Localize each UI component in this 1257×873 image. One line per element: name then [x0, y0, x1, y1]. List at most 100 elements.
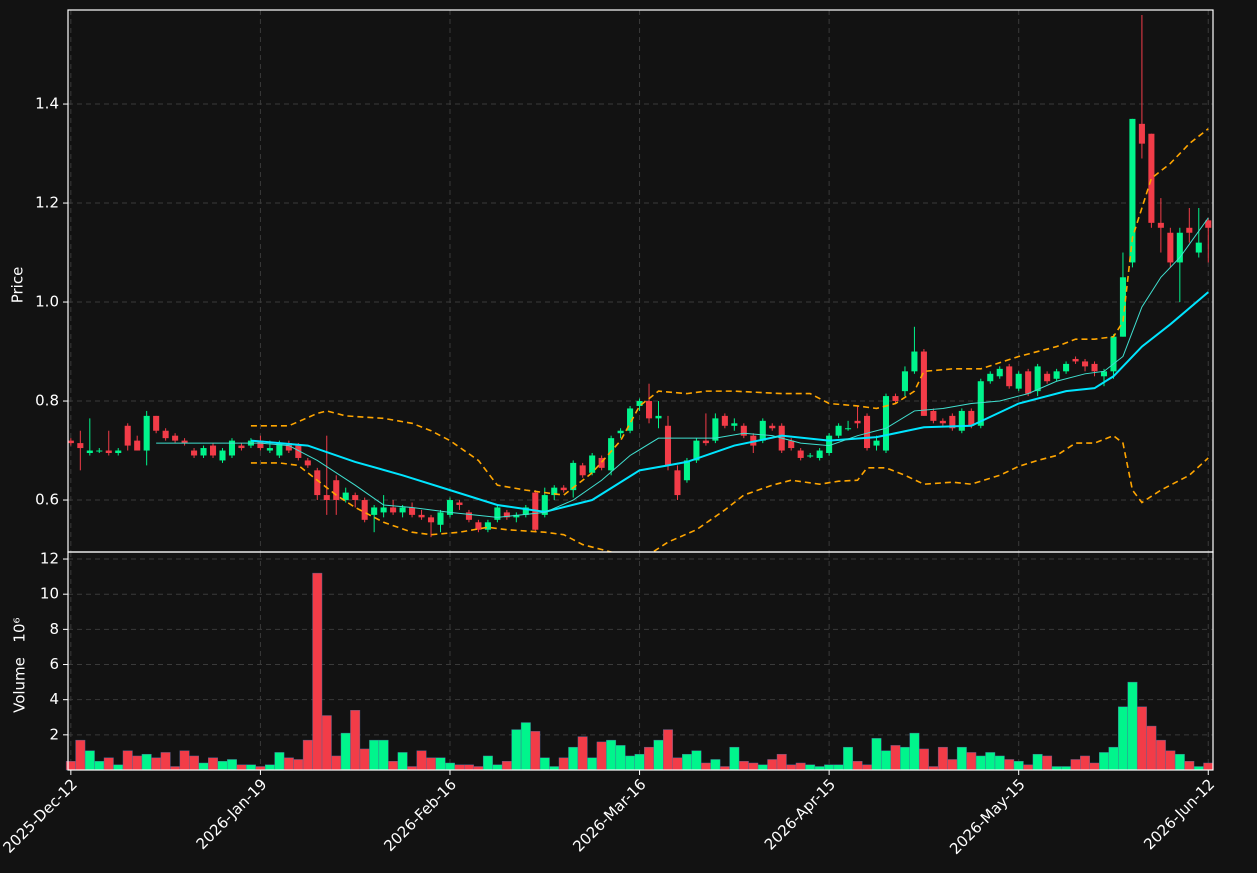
candle-body: [323, 495, 330, 501]
candle-body: [522, 507, 529, 515]
volume-bar: [464, 764, 474, 771]
volume-bar: [1013, 761, 1024, 771]
candle-body: [589, 455, 596, 473]
volume-bar: [94, 761, 105, 771]
candle-body: [484, 522, 491, 530]
y-tick-label: 1.4: [35, 95, 59, 113]
volume-bar: [388, 761, 399, 771]
candle-body: [1195, 242, 1202, 253]
volume-bar: [767, 759, 778, 771]
candle-body: [200, 448, 207, 456]
indicator-line: [250, 291, 1209, 513]
candle-body: [1044, 373, 1051, 382]
candle-body: [68, 440, 74, 444]
candle-body: [1091, 363, 1098, 372]
candle-body: [143, 415, 150, 451]
candle-body: [77, 443, 84, 449]
candle-body: [996, 368, 1003, 377]
volume-bar: [653, 739, 664, 771]
x-tick-label: 2026-Mar-16: [569, 775, 649, 855]
volume-bar: [558, 757, 569, 771]
y-tick-label: 10: [40, 585, 59, 603]
volume-bar: [378, 739, 389, 771]
volume-bar: [682, 753, 692, 771]
volume-bar: [312, 572, 323, 771]
candle-body: [304, 460, 311, 466]
volume-bar: [397, 752, 408, 771]
candle-body: [797, 450, 804, 458]
y-tick-label: 0.8: [35, 392, 59, 410]
volume-bar: [501, 761, 512, 771]
y-tick-label: 12: [40, 550, 59, 568]
candle-body: [333, 480, 340, 501]
volume-bar: [1203, 762, 1214, 771]
candle-body: [560, 487, 567, 491]
candle-body: [683, 460, 690, 481]
candle-body: [835, 425, 842, 436]
candle-body: [645, 401, 653, 419]
candle-body: [579, 465, 586, 476]
indicator-line: [250, 128, 1209, 496]
candle-body: [845, 428, 852, 430]
candle-body: [1129, 118, 1136, 263]
candle-body: [86, 450, 93, 454]
candle-body: [608, 438, 615, 471]
volume-bar: [141, 753, 152, 771]
candle-body: [371, 507, 378, 515]
volume-bar: [871, 738, 882, 771]
candle-body: [219, 450, 226, 461]
volume-bar: [1108, 746, 1119, 771]
volume-bar: [179, 750, 190, 771]
volume-bar: [568, 746, 579, 771]
volume-bar: [426, 757, 436, 771]
volume-bar: [264, 764, 275, 771]
volume-bar: [122, 750, 133, 771]
volume-bar: [644, 746, 654, 771]
candle-body: [1100, 371, 1108, 377]
candle-body: [1148, 133, 1155, 223]
candle-body: [1110, 336, 1117, 372]
volume-bar: [445, 762, 455, 771]
volume-bar: [975, 755, 986, 771]
candle-body: [266, 448, 273, 451]
candle-body: [920, 351, 927, 416]
volume-bar: [691, 750, 702, 771]
volume-bar: [738, 761, 749, 771]
volume-bar: [1155, 739, 1166, 771]
volume-bar: [881, 750, 891, 771]
candle-body: [1006, 366, 1013, 387]
candle-body: [342, 492, 349, 501]
volume-bar: [359, 748, 370, 771]
volume-bar: [710, 759, 721, 771]
volume-bar: [274, 752, 285, 771]
candle-body: [551, 487, 558, 496]
candle-body: [769, 425, 776, 429]
x-tick-label: 2026-Apr-15: [761, 775, 839, 853]
volume-bar: [966, 752, 977, 771]
candle-body: [115, 450, 122, 454]
volume-bar: [321, 715, 332, 771]
volume-bar: [208, 757, 218, 771]
candle-body: [987, 373, 994, 382]
candle-body: [409, 507, 416, 515]
volume-bar: [843, 746, 854, 771]
y-axis-label: Price: [9, 267, 27, 304]
volume-bar: [587, 757, 598, 771]
volume-bar: [985, 752, 996, 771]
candle-body: [712, 418, 719, 441]
volume-bar: [786, 764, 797, 771]
candle-body: [1176, 232, 1183, 263]
volume-bar: [795, 762, 806, 771]
candle-body: [361, 500, 368, 520]
volume-bar: [482, 755, 493, 771]
candle-body: [693, 440, 700, 461]
volume-bar: [776, 753, 787, 771]
volume-bar: [862, 764, 872, 771]
candle-body: [494, 507, 501, 520]
volume-bar: [577, 736, 588, 771]
candle-body: [285, 443, 292, 451]
volume-bar: [331, 755, 342, 771]
candle-body: [1015, 373, 1022, 389]
volume-bar: [160, 752, 171, 771]
candle-body: [892, 396, 899, 402]
